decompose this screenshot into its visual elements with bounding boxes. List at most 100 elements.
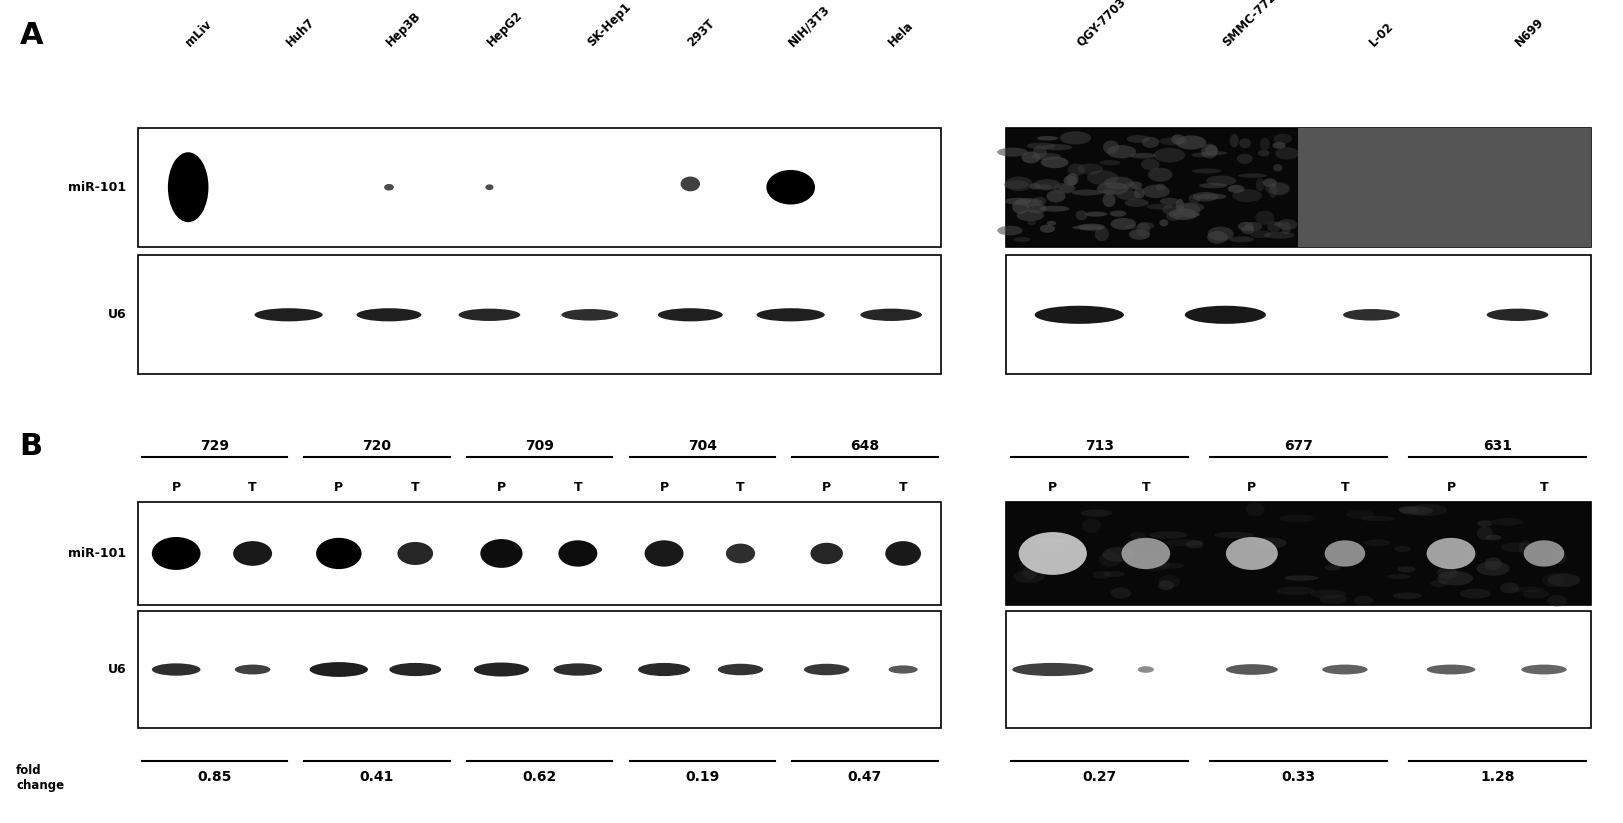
Ellipse shape (1438, 571, 1474, 585)
Ellipse shape (1029, 184, 1040, 189)
Ellipse shape (485, 184, 493, 190)
Ellipse shape (1027, 204, 1047, 213)
Ellipse shape (756, 309, 824, 322)
Ellipse shape (1208, 226, 1233, 241)
Text: N699: N699 (1513, 16, 1547, 49)
FancyBboxPatch shape (138, 255, 941, 374)
Ellipse shape (1078, 163, 1104, 174)
Ellipse shape (480, 539, 523, 568)
Ellipse shape (153, 537, 201, 570)
Ellipse shape (1110, 218, 1136, 230)
Ellipse shape (717, 663, 763, 675)
Ellipse shape (1157, 563, 1185, 569)
Ellipse shape (1032, 153, 1061, 160)
Ellipse shape (1102, 189, 1117, 193)
Text: P: P (172, 481, 180, 494)
Ellipse shape (1021, 151, 1040, 164)
Ellipse shape (1225, 664, 1277, 675)
Ellipse shape (1178, 202, 1204, 212)
Ellipse shape (1026, 142, 1055, 149)
Ellipse shape (1092, 570, 1112, 579)
Ellipse shape (1100, 160, 1120, 165)
Ellipse shape (1201, 151, 1227, 156)
Ellipse shape (680, 177, 700, 192)
Ellipse shape (1175, 136, 1206, 150)
Ellipse shape (1156, 184, 1165, 191)
Ellipse shape (1542, 573, 1565, 587)
Ellipse shape (1060, 132, 1091, 145)
Ellipse shape (1173, 212, 1199, 217)
Ellipse shape (1104, 571, 1125, 577)
Ellipse shape (1521, 665, 1566, 675)
Ellipse shape (1034, 179, 1060, 190)
Text: P: P (1248, 481, 1256, 494)
Text: Hela: Hela (886, 19, 917, 49)
Ellipse shape (1186, 541, 1204, 548)
Ellipse shape (1477, 561, 1509, 576)
Ellipse shape (1175, 198, 1185, 213)
Ellipse shape (1147, 168, 1172, 182)
Ellipse shape (1039, 206, 1070, 212)
Ellipse shape (1206, 145, 1217, 156)
Ellipse shape (1102, 547, 1134, 561)
Text: 0.19: 0.19 (685, 770, 719, 783)
Ellipse shape (1160, 198, 1180, 205)
FancyBboxPatch shape (138, 502, 941, 605)
Ellipse shape (1238, 138, 1251, 148)
Text: T: T (899, 481, 907, 494)
Ellipse shape (1147, 204, 1173, 210)
Ellipse shape (1264, 231, 1295, 239)
Ellipse shape (562, 309, 618, 321)
Text: Huh7: Huh7 (284, 16, 318, 49)
Ellipse shape (1427, 665, 1475, 675)
Ellipse shape (1073, 226, 1102, 230)
Ellipse shape (997, 147, 1027, 156)
Ellipse shape (1225, 537, 1277, 570)
Text: 1.28: 1.28 (1480, 770, 1514, 783)
Ellipse shape (1081, 509, 1112, 517)
Ellipse shape (1096, 227, 1109, 241)
Text: NIH/3T3: NIH/3T3 (786, 2, 833, 49)
Ellipse shape (1548, 574, 1581, 587)
Ellipse shape (1063, 175, 1078, 186)
Ellipse shape (390, 663, 441, 677)
Ellipse shape (1519, 540, 1532, 555)
Ellipse shape (1076, 211, 1087, 221)
FancyBboxPatch shape (1006, 502, 1591, 605)
Ellipse shape (1427, 538, 1475, 570)
Text: fold
change: fold change (16, 764, 65, 792)
Ellipse shape (1276, 587, 1315, 595)
Ellipse shape (1501, 542, 1537, 552)
Ellipse shape (1167, 212, 1180, 221)
Ellipse shape (1550, 551, 1568, 564)
Text: 293T: 293T (685, 17, 717, 49)
Text: L-02: L-02 (1367, 20, 1396, 49)
Text: P: P (1446, 481, 1456, 494)
Ellipse shape (1227, 185, 1245, 193)
Ellipse shape (1271, 182, 1290, 196)
Ellipse shape (1032, 197, 1047, 206)
Ellipse shape (474, 663, 529, 677)
Ellipse shape (885, 542, 920, 566)
Ellipse shape (558, 540, 597, 566)
FancyBboxPatch shape (138, 128, 941, 247)
Ellipse shape (1272, 142, 1285, 149)
Ellipse shape (1130, 532, 1146, 539)
Ellipse shape (1130, 229, 1151, 239)
Text: P: P (1048, 481, 1057, 494)
Ellipse shape (1245, 222, 1263, 231)
Ellipse shape (1310, 589, 1347, 598)
Ellipse shape (1477, 526, 1493, 540)
Ellipse shape (316, 538, 362, 570)
Text: U6: U6 (109, 309, 127, 321)
Ellipse shape (1324, 565, 1341, 570)
Ellipse shape (1019, 532, 1087, 574)
FancyBboxPatch shape (1006, 255, 1591, 374)
Ellipse shape (1268, 221, 1281, 232)
Ellipse shape (1123, 182, 1138, 190)
Text: Hep3B: Hep3B (385, 10, 424, 49)
Ellipse shape (1522, 590, 1548, 598)
Ellipse shape (1238, 222, 1253, 231)
Ellipse shape (1360, 516, 1396, 521)
Ellipse shape (1042, 144, 1073, 151)
